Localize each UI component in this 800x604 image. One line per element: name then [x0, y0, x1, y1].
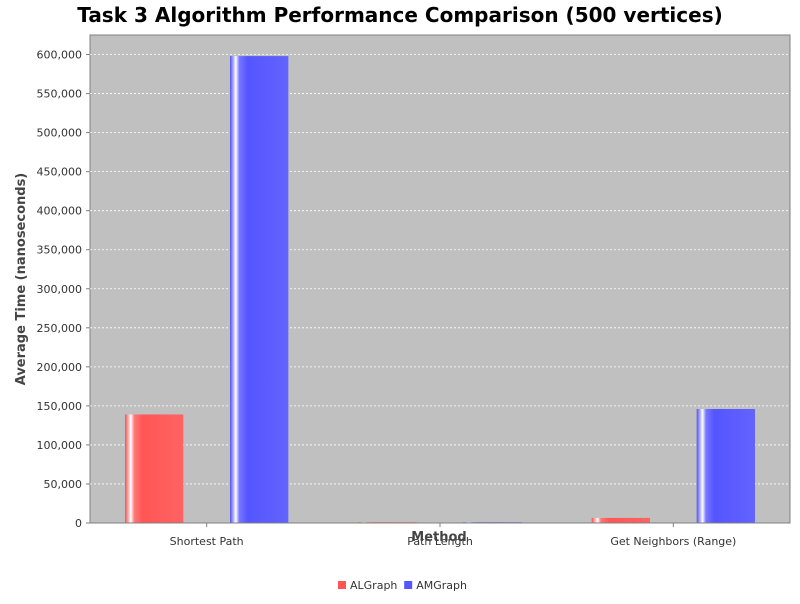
y-tick-label: 450,000 [37, 166, 83, 179]
bar-algraph-0 [125, 414, 184, 523]
legend-swatch-algraph [338, 581, 346, 589]
y-tick-label: 250,000 [37, 322, 83, 335]
bars [125, 56, 755, 523]
y-tick-label: 150,000 [37, 400, 83, 413]
y-tick-label: 50,000 [44, 478, 83, 491]
legend-label-amgraph: AMGraph [416, 579, 467, 592]
y-tick-label: 100,000 [37, 439, 83, 452]
bar-algraph-2 [591, 517, 650, 523]
bar-amgraph-0 [230, 56, 289, 523]
x-axis-label: Method [411, 530, 466, 545]
y-tick-label: 400,000 [37, 205, 83, 218]
x-tick-label: Get Neighbors (Range) [610, 535, 736, 548]
y-tick-label: 600,000 [37, 49, 83, 62]
legend: ALGraph AMGraph [338, 579, 467, 592]
y-tick-label: 300,000 [37, 283, 83, 296]
y-tick-label: 200,000 [37, 361, 83, 374]
y-axis-label: Average Time (nanoseconds) [14, 173, 29, 386]
y-tick-label: 550,000 [37, 88, 83, 101]
chart-title: Task 3 Algorithm Performance Comparison … [77, 3, 723, 27]
x-tick-label: Path Length [407, 535, 473, 548]
y-tick-label: 0 [75, 517, 82, 530]
y-tick-label: 500,000 [37, 127, 83, 140]
bar-amgraph-2 [696, 409, 755, 523]
y-axis: 0 50,000 100,000 150,000 200,000 250,000 300,0… [37, 49, 90, 530]
grid-lines [90, 54, 790, 485]
y-tick-label: 350,000 [37, 244, 83, 257]
plot-area [89, 34, 791, 524]
x-axis: Shortest Path Path Length Get Neighbors (R… [90, 522, 790, 548]
legend-label-algraph: ALGraph [350, 579, 397, 592]
legend-swatch-amgraph [404, 581, 413, 589]
x-tick-label: Shortest Path [170, 535, 244, 548]
